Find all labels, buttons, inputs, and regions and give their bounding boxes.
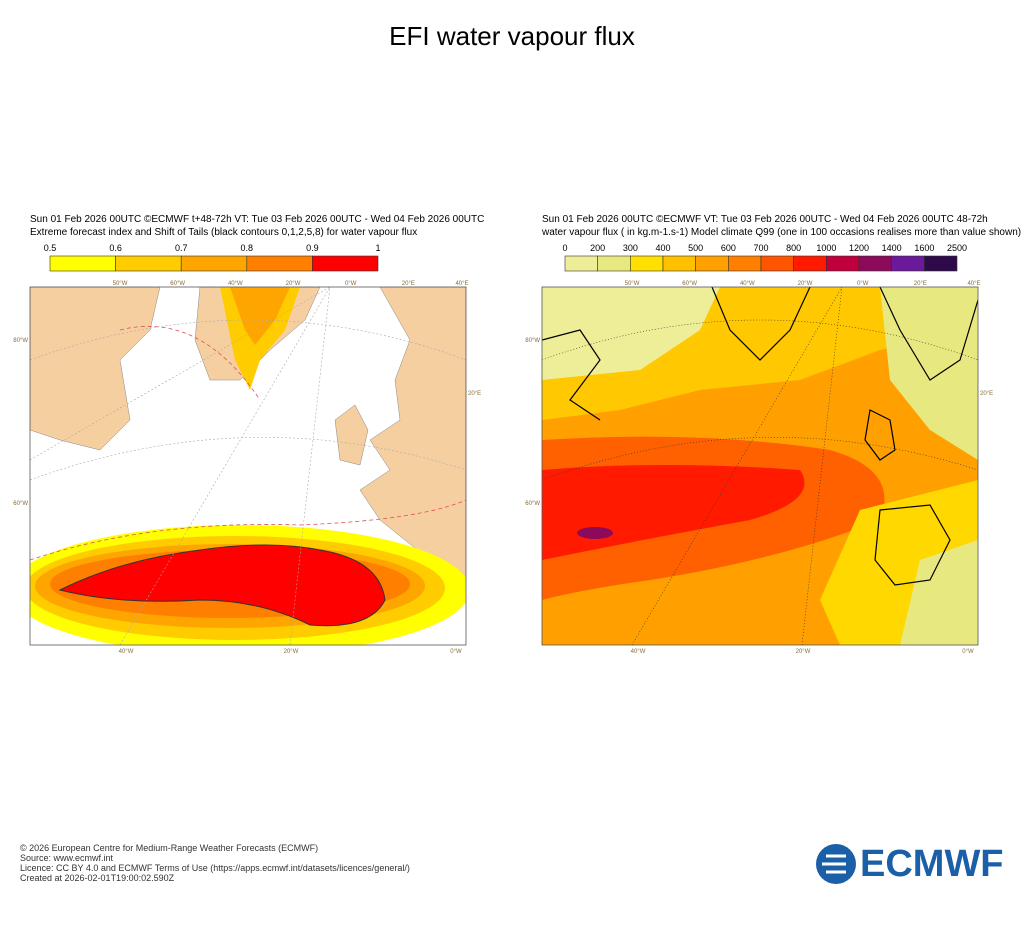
colorbar-label: 800 — [786, 243, 801, 253]
colorbar-label: 300 — [623, 243, 638, 253]
colorbar-label: 200 — [590, 243, 605, 253]
colorbar-segment — [180, 255, 248, 272]
lon-label: 0°W — [345, 281, 357, 287]
colorbar-segment — [826, 255, 860, 272]
colorbar-segment — [662, 255, 696, 272]
colorbar-segment — [728, 255, 762, 272]
colorbar-label: 1000 — [816, 243, 836, 253]
lon-label: 40°E — [967, 281, 980, 287]
map-frame — [541, 286, 979, 646]
colorbar-label: 600 — [721, 243, 736, 253]
colorbar-label: 0.9 — [306, 243, 319, 253]
colorbar-label: 500 — [688, 243, 703, 253]
panel-header: water vapour flux ( in kg.m-1.s-1) Model… — [541, 227, 1021, 238]
footer-line: Created at 2026-02-01T19:00:02.590Z — [20, 873, 175, 883]
colorbar-segment — [793, 255, 827, 272]
colorbar-segment — [630, 255, 664, 272]
lat-label: 60°W — [525, 501, 540, 507]
lon-label: 50°W — [113, 281, 128, 287]
lat-label: 20°E — [980, 391, 993, 397]
lon-label: 40°W — [119, 649, 134, 655]
colorbar-segment — [924, 255, 958, 272]
flux-map — [542, 287, 978, 645]
lon-label: 60°W — [170, 281, 185, 287]
colorbar-segment — [312, 255, 379, 272]
lat-label: 60°W — [13, 501, 28, 507]
colorbar-label: 1600 — [914, 243, 934, 253]
colorbar-label: 1 — [375, 243, 380, 253]
efi-map — [30, 287, 466, 645]
lon-label: 20°E — [914, 281, 927, 287]
lon-label: 20°W — [286, 281, 301, 287]
colorbar-label: 0 — [562, 243, 567, 253]
logo-text: ECMWF — [860, 843, 1004, 885]
lon-label: 20°E — [402, 281, 415, 287]
footer-line: © 2026 European Centre for Medium-Range … — [20, 843, 318, 853]
colorbar-segment — [115, 255, 182, 272]
footer-line: Source: www.ecmwf.int — [20, 853, 114, 863]
colorbar-segment — [695, 255, 729, 272]
lon-label: 40°E — [455, 281, 468, 287]
lon-label: 40°W — [631, 649, 646, 655]
lon-label: 0°W — [857, 281, 869, 287]
lon-label: 50°W — [625, 281, 640, 287]
lat-label: 80°W — [525, 338, 540, 344]
colorbar-label: 0.6 — [109, 243, 122, 253]
panel-header: Sun 01 Feb 2026 00UTC ©ECMWF VT: Tue 03 … — [542, 214, 988, 225]
lon-label: 20°W — [796, 649, 811, 655]
panel-header: Sun 01 Feb 2026 00UTC ©ECMWF t+48-72h VT… — [30, 214, 484, 225]
colorbar-label: 1200 — [849, 243, 869, 253]
colorbar-label: 400 — [655, 243, 670, 253]
lon-label: 0°W — [450, 649, 462, 655]
colorbar-label: 0.7 — [175, 243, 188, 253]
map-frame — [29, 286, 467, 646]
colorbar-label: 0.8 — [241, 243, 254, 253]
title: EFI water vapour flux — [389, 21, 635, 51]
panel-header: Extreme forecast index and Shift of Tail… — [30, 227, 417, 238]
colorbar-segment — [597, 255, 631, 272]
colorbar-segment — [760, 255, 794, 272]
lon-label: 60°W — [682, 281, 697, 287]
colorbar-label: 700 — [753, 243, 768, 253]
lon-label: 40°W — [740, 281, 755, 287]
lat-label: 20°E — [468, 391, 481, 397]
colorbar-label: 1400 — [882, 243, 902, 253]
lon-label: 0°W — [962, 649, 974, 655]
colorbar-label: 0.5 — [44, 243, 57, 253]
lon-label: 20°W — [284, 649, 299, 655]
lat-label: 80°W — [13, 338, 28, 344]
ecmwf-logo: ECMWF — [816, 843, 1004, 885]
colorbar-segment — [246, 255, 313, 272]
colorbar-segment — [49, 255, 116, 272]
colorbar-label: 2500 — [947, 243, 967, 253]
colorbar-segment — [858, 255, 892, 272]
footer-line: Licence: CC BY 4.0 and ECMWF Terms of Us… — [20, 863, 410, 873]
colorbar-segment — [891, 255, 925, 272]
colorbar-segment — [564, 255, 598, 272]
lon-label: 20°W — [798, 281, 813, 287]
lon-label: 40°W — [228, 281, 243, 287]
